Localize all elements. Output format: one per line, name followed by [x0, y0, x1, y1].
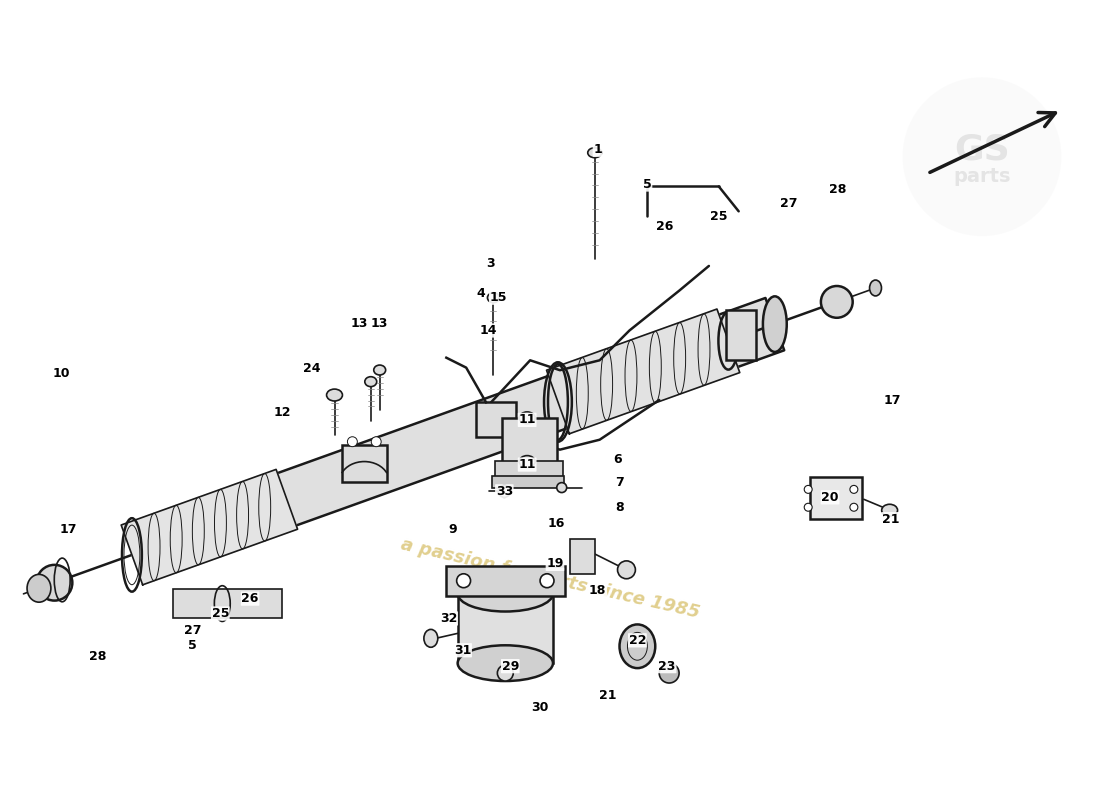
Text: 18: 18 — [588, 584, 606, 597]
Text: 32: 32 — [440, 612, 458, 625]
Text: 31: 31 — [454, 644, 471, 657]
Bar — [570, 539, 595, 574]
Circle shape — [498, 486, 510, 498]
Ellipse shape — [28, 574, 51, 602]
Circle shape — [456, 574, 471, 588]
Text: 28: 28 — [829, 183, 847, 196]
Text: 21: 21 — [598, 690, 616, 702]
Polygon shape — [146, 298, 784, 573]
Text: 9: 9 — [449, 522, 456, 535]
Text: 17: 17 — [884, 394, 901, 406]
Ellipse shape — [365, 377, 376, 386]
Text: 26: 26 — [656, 220, 673, 233]
Ellipse shape — [487, 293, 499, 302]
Circle shape — [804, 486, 812, 494]
Ellipse shape — [619, 625, 656, 668]
Text: 7: 7 — [615, 476, 624, 489]
Bar — [173, 589, 282, 618]
Text: 3: 3 — [486, 258, 495, 270]
Text: a passion for parts since 1985: a passion for parts since 1985 — [399, 535, 701, 622]
Text: 26: 26 — [241, 592, 258, 605]
Text: 29: 29 — [502, 660, 519, 673]
Text: 25: 25 — [211, 607, 229, 620]
Text: 28: 28 — [89, 650, 107, 662]
Circle shape — [821, 286, 852, 318]
Text: 4: 4 — [476, 287, 485, 300]
Text: 10: 10 — [53, 366, 70, 380]
Ellipse shape — [763, 296, 786, 352]
Text: 25: 25 — [711, 210, 727, 222]
Circle shape — [659, 663, 679, 683]
Bar — [342, 445, 387, 482]
Text: 11: 11 — [518, 458, 536, 471]
Polygon shape — [547, 309, 740, 434]
Text: 1: 1 — [593, 143, 602, 156]
Ellipse shape — [143, 518, 167, 574]
Text: 21: 21 — [882, 513, 900, 526]
Text: 15: 15 — [490, 291, 507, 304]
Text: 19: 19 — [547, 558, 563, 570]
Text: 8: 8 — [615, 501, 624, 514]
Text: 20: 20 — [822, 491, 839, 504]
Circle shape — [557, 482, 566, 493]
Circle shape — [804, 503, 812, 511]
Circle shape — [372, 437, 382, 446]
Text: 30: 30 — [531, 702, 549, 714]
Bar — [811, 478, 861, 519]
Ellipse shape — [519, 412, 535, 424]
Polygon shape — [121, 470, 298, 585]
Ellipse shape — [374, 365, 386, 375]
Circle shape — [850, 503, 858, 511]
Ellipse shape — [870, 280, 881, 296]
Bar — [492, 476, 563, 487]
Text: 6: 6 — [613, 453, 621, 466]
Text: GS: GS — [954, 133, 1010, 166]
Bar — [502, 418, 557, 462]
Circle shape — [617, 561, 636, 578]
Text: 5: 5 — [188, 638, 197, 652]
Circle shape — [36, 565, 73, 601]
Text: 11: 11 — [518, 414, 536, 426]
Circle shape — [497, 665, 514, 681]
Ellipse shape — [458, 646, 553, 681]
Text: 13: 13 — [371, 317, 388, 330]
Text: parts: parts — [954, 167, 1011, 186]
Text: 17: 17 — [59, 522, 77, 535]
Text: 27: 27 — [780, 197, 798, 210]
Text: 33: 33 — [496, 485, 513, 498]
Wedge shape — [902, 78, 1062, 236]
Text: 5: 5 — [642, 178, 651, 191]
Text: 13: 13 — [351, 317, 369, 330]
Bar — [446, 566, 565, 596]
Text: 23: 23 — [659, 660, 675, 673]
Ellipse shape — [882, 504, 898, 516]
Text: 22: 22 — [628, 634, 646, 647]
Text: 12: 12 — [273, 406, 290, 419]
Text: 27: 27 — [184, 624, 201, 637]
Bar — [458, 594, 553, 663]
Circle shape — [540, 574, 554, 588]
Bar — [726, 310, 756, 360]
Ellipse shape — [424, 630, 438, 647]
Circle shape — [348, 437, 358, 446]
Text: 16: 16 — [548, 517, 564, 530]
Bar — [476, 402, 516, 437]
Text: 24: 24 — [302, 362, 320, 374]
Circle shape — [850, 486, 858, 494]
Text: 14: 14 — [480, 324, 497, 337]
Ellipse shape — [458, 576, 553, 611]
Bar — [495, 461, 563, 478]
Ellipse shape — [587, 148, 602, 158]
Ellipse shape — [519, 456, 535, 467]
Ellipse shape — [327, 389, 342, 401]
